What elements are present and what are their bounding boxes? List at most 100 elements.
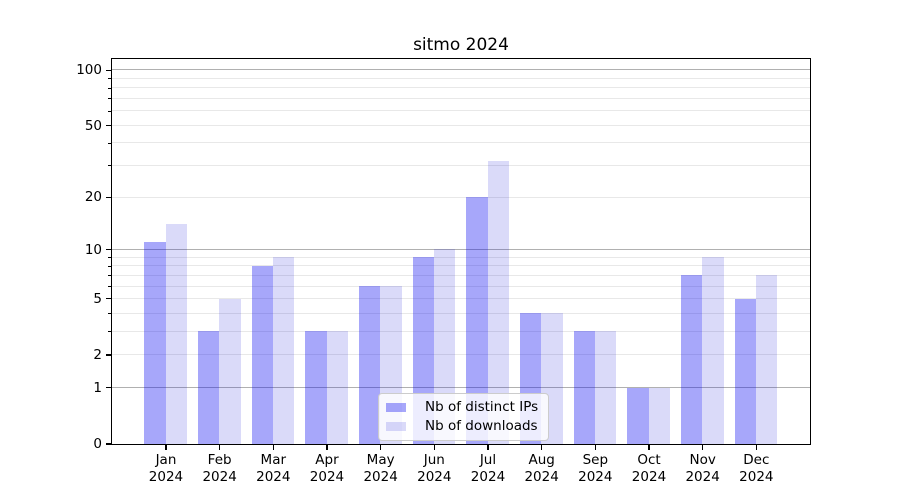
y-tick-label: 0: [93, 436, 102, 452]
x-tick-label: Jan 2024: [148, 452, 184, 485]
gridline-minor: [112, 285, 810, 287]
chart-title: sitmo 2024: [413, 35, 509, 55]
y-tick-label: 20: [84, 189, 102, 206]
x-tick-mark: [326, 445, 328, 450]
y-tick-label: 50: [84, 117, 102, 134]
plot-area: Nb of distinct IPs Nb of downloads: [111, 57, 811, 445]
y-tick-label: 5: [93, 290, 102, 307]
gridline-minor: [112, 265, 810, 267]
y-minor-tick-mark: [108, 313, 111, 315]
legend-label-distinct-ips: Nb of distinct IPs: [425, 398, 539, 415]
gridline-minor: [112, 274, 810, 276]
y-minor-tick-mark: [108, 257, 111, 258]
gridline-minor: [112, 298, 810, 300]
gridline-minor: [112, 87, 810, 89]
y-tick-mark: [106, 443, 111, 445]
y-minor-tick-mark: [108, 285, 111, 287]
y-tick-label: 100: [76, 62, 102, 79]
x-tick-mark: [594, 445, 596, 450]
y-tick-label: 1: [93, 379, 102, 396]
y-tick-mark: [106, 196, 111, 198]
y-tick-mark: [106, 249, 111, 251]
x-tick-mark: [648, 445, 650, 450]
bar-downloads-jan: [165, 224, 188, 444]
y-tick-mark: [106, 69, 111, 71]
x-tick-mark: [702, 445, 704, 450]
y-tick-label: 10: [84, 241, 102, 258]
y-tick-mark: [106, 298, 111, 300]
x-tick-mark: [219, 445, 221, 450]
gridline-minor: [112, 124, 810, 126]
bar-distinct-ips-may: [358, 286, 381, 444]
bar-distinct-ips-dec: [734, 298, 757, 444]
y-tick-mark: [106, 387, 111, 389]
bar-distinct-ips-sep: [573, 331, 595, 444]
bar-distinct-ips-jul: [466, 197, 488, 444]
legend-swatch-distinct-ips: [386, 402, 406, 412]
y-minor-tick-mark: [108, 98, 111, 100]
y-minor-tick-mark: [108, 275, 111, 277]
x-tick-label: Jul 2024: [470, 452, 506, 485]
y-minor-tick-mark: [108, 265, 111, 267]
y-minor-tick-mark: [108, 78, 111, 80]
x-tick-mark: [541, 445, 543, 450]
gridline-minor: [112, 312, 810, 314]
gridline-minor: [112, 110, 810, 112]
x-tick-label: Jun 2024: [417, 452, 452, 485]
y-tick-mark: [106, 354, 111, 356]
x-tick-mark: [433, 445, 435, 450]
bar-distinct-ips-oct: [627, 387, 649, 444]
legend: Nb of distinct IPs Nb of downloads: [378, 392, 550, 441]
gridline-major: [112, 386, 810, 389]
y-minor-tick-mark: [108, 87, 111, 89]
bar-downloads-mar: [273, 257, 295, 444]
legend-item-distinct-ips: Nb of distinct IPs: [386, 398, 539, 415]
gridline-minor: [112, 165, 810, 167]
gridline-minor: [112, 196, 810, 198]
gridline-minor: [112, 142, 810, 144]
x-tick-mark: [487, 445, 489, 450]
bar-distinct-ips-mar: [251, 265, 273, 444]
y-tick-mark: [106, 124, 111, 127]
bar-downloads-nov: [702, 257, 724, 444]
gridline-minor: [112, 97, 810, 99]
bar-distinct-ips-apr: [305, 331, 327, 444]
x-tick-mark: [272, 445, 274, 450]
y-minor-tick-mark: [108, 110, 111, 112]
y-tick-label: 2: [93, 347, 102, 364]
x-tick-label: Nov 2024: [685, 452, 720, 485]
legend-label-downloads: Nb of downloads: [425, 417, 538, 434]
x-tick-mark: [755, 445, 757, 450]
x-tick-label: Mar 2024: [256, 452, 291, 485]
x-tick-label: Dec 2024: [739, 452, 774, 485]
bar-downloads-feb: [219, 298, 241, 444]
x-tick-label: May 2024: [363, 452, 398, 485]
gridline-minor: [112, 256, 810, 258]
legend-item-downloads: Nb of downloads: [386, 417, 538, 434]
gridline-minor: [112, 354, 810, 356]
bar-distinct-ips-jan: [144, 242, 166, 444]
bar-distinct-ips-feb: [197, 331, 220, 444]
legend-swatch-downloads: [386, 421, 406, 431]
bar-distinct-ips-nov: [680, 275, 703, 444]
x-tick-label: Feb 2024: [202, 452, 237, 485]
bar-downloads-sep: [595, 331, 617, 444]
x-tick-mark: [165, 445, 167, 450]
x-tick-label: Sep 2024: [578, 452, 613, 485]
bar-downloads-oct: [648, 387, 671, 444]
gridline-major: [112, 69, 810, 71]
gridline-minor: [112, 77, 810, 79]
x-tick-mark: [380, 445, 382, 450]
y-minor-tick-mark: [108, 142, 111, 144]
gridline-minor: [112, 330, 810, 332]
gridline-major: [112, 248, 810, 251]
bar-downloads-dec: [756, 275, 778, 444]
bar-downloads-jul: [487, 160, 510, 444]
x-tick-label: Apr 2024: [309, 452, 345, 485]
y-minor-tick-mark: [108, 165, 111, 167]
x-tick-label: Aug 2024: [524, 452, 559, 485]
y-minor-tick-mark: [108, 331, 111, 333]
x-tick-label: Oct 2024: [631, 452, 667, 485]
bar-downloads-apr: [326, 331, 349, 444]
